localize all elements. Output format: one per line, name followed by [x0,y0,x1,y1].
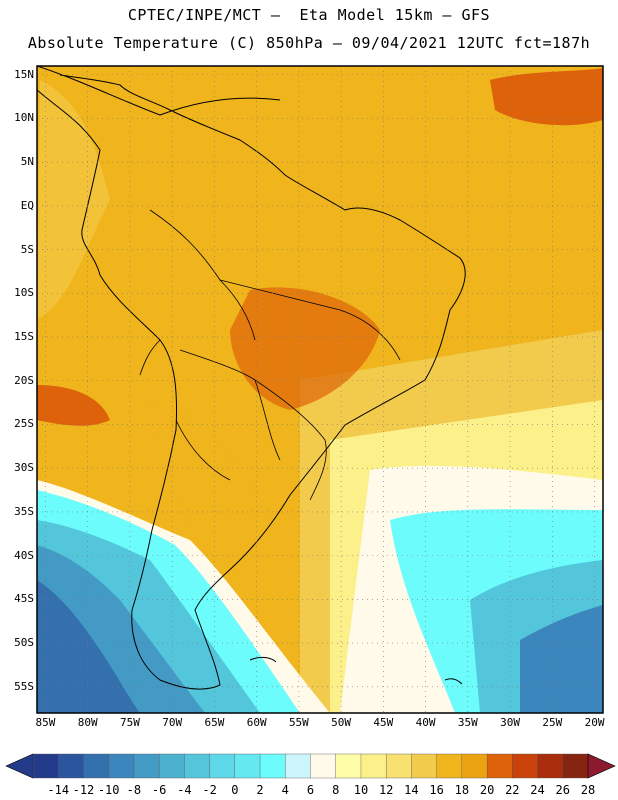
colorbar-tick-label: 10 [353,783,369,797]
colorbar-tick-label: 16 [429,783,444,797]
colorbar-swatch [512,753,539,779]
colorbar-tick-label: 22 [505,783,520,797]
colorbar-swatch [32,753,59,779]
longitude-label: 85W [35,716,56,729]
colorbar-swatch [285,753,312,779]
colorbar-tick-label: 0 [231,783,239,797]
colorbar-tick-label: 28 [580,783,596,797]
colorbar-swatch [310,753,337,779]
colorbar-tick-label: 8 [332,783,340,797]
colorbar-swatch [58,753,84,779]
colorbar-swatch [411,753,438,779]
colorbar-swatch [537,753,564,779]
colorbar-tick-label: 4 [281,783,289,797]
coast-south-america [37,74,466,690]
latitude-label: 30S [14,461,34,475]
colorbar-tick-label: 18 [454,783,470,797]
colorbar-tick-label: -4 [177,783,192,797]
colorbar-swatch [385,753,412,779]
colorbar-tick-label: -8 [126,783,142,797]
field-pacific-north-yellow [37,80,110,320]
longitude-label: 20W [584,716,605,729]
colorbar-swatch [259,753,286,779]
longitude-label: 35W [457,716,478,729]
field-cone-warm [150,400,270,539]
colorbar [5,753,616,779]
colorbar-swatch [158,753,185,779]
longitude-label: 70W [162,716,183,729]
colorbar-tick-label: -10 [97,783,120,797]
coastlines [37,66,466,690]
colorbar-tick-label: -14 [47,783,70,797]
chart-title-line1: CPTEC/INPE/MCT – Eta Model 15km – GFS [127,6,491,24]
border-1 [149,209,256,341]
field-atlantic-darkblue [520,605,603,713]
latitude-label: 25S [14,417,34,431]
border-4 [254,379,327,501]
colorbar-swatch [335,753,362,779]
border-2 [219,279,401,361]
coast-falklands [249,656,277,663]
border-6 [139,339,161,376]
longitude-label: 80W [77,716,98,729]
coast-caribbean [37,66,281,116]
latitude-label: 45S [14,592,34,606]
latitude-label: 10N [14,111,34,125]
colorbar-swatch [209,753,236,779]
colorbar-tick-label: 12 [378,783,394,797]
colorbar-tick-label: 2 [256,783,264,797]
colorbar-tick-label: 6 [306,783,315,797]
colorbar-under-arrow [5,753,34,779]
latitude-label: 20S [14,373,34,387]
field-land-hot-core [230,287,380,410]
latitude-label: 5N [20,155,34,169]
colorbar-swatch [486,753,513,779]
longitude-label: 55W [288,716,309,729]
latitude-label: 10S [14,286,34,300]
colorbar-swatch [108,753,135,779]
longitude-label: 65W [204,716,225,729]
colorbar-tick-label: 26 [555,783,570,797]
colorbar-tick-label: -2 [202,783,217,797]
longitude-label: 50W [331,716,352,729]
colorbar-swatch [562,753,589,779]
latitude-label: 5S [20,242,34,256]
temperature-field [37,66,603,713]
colorbar-swatch [184,753,211,779]
field-caribbean-hot [490,68,603,126]
longitude-label: 40W [415,716,436,729]
latitude-label: 15N [14,67,34,81]
map-frame [36,65,604,714]
colorbar-swatch [83,753,110,779]
colorbar-swatch [234,753,261,779]
border-5 [175,419,231,481]
latitude-label: 40S [14,548,34,562]
latitude-label: 35S [14,504,34,518]
longitude-label: 60W [246,716,267,729]
colorbar-swatch [360,753,387,779]
colorbar-swatch [461,753,488,779]
longitude-label: 45W [373,716,394,729]
latitude-label: 55S [14,679,34,693]
longitude-label: 25W [542,716,563,729]
latitude-label: 15S [14,330,34,344]
colorbar-tick-label: 20 [479,783,495,797]
longitude-label: 75W [119,716,140,729]
longitude-label: 30W [500,716,520,729]
country-borders [139,209,401,501]
field-pacific-darkblue [37,580,140,713]
colorbar-tick-label: 24 [530,783,545,797]
coast-south-georgia [444,678,463,685]
latitude-label: 50S [14,636,34,650]
field-pacific-hot [37,385,110,426]
colorbar-tick-label: -12 [72,783,95,797]
chart-title-line2: Absolute Temperature (C) 850hPa – 09/04/… [27,34,591,52]
colorbar-over-arrow [587,753,616,779]
colorbar-tick-label: -6 [151,783,167,797]
colorbar-tick-label: 14 [404,783,419,797]
latitude-label: EQ [20,198,34,212]
colorbar-swatch [133,753,160,779]
colorbar-swatch [436,753,463,779]
